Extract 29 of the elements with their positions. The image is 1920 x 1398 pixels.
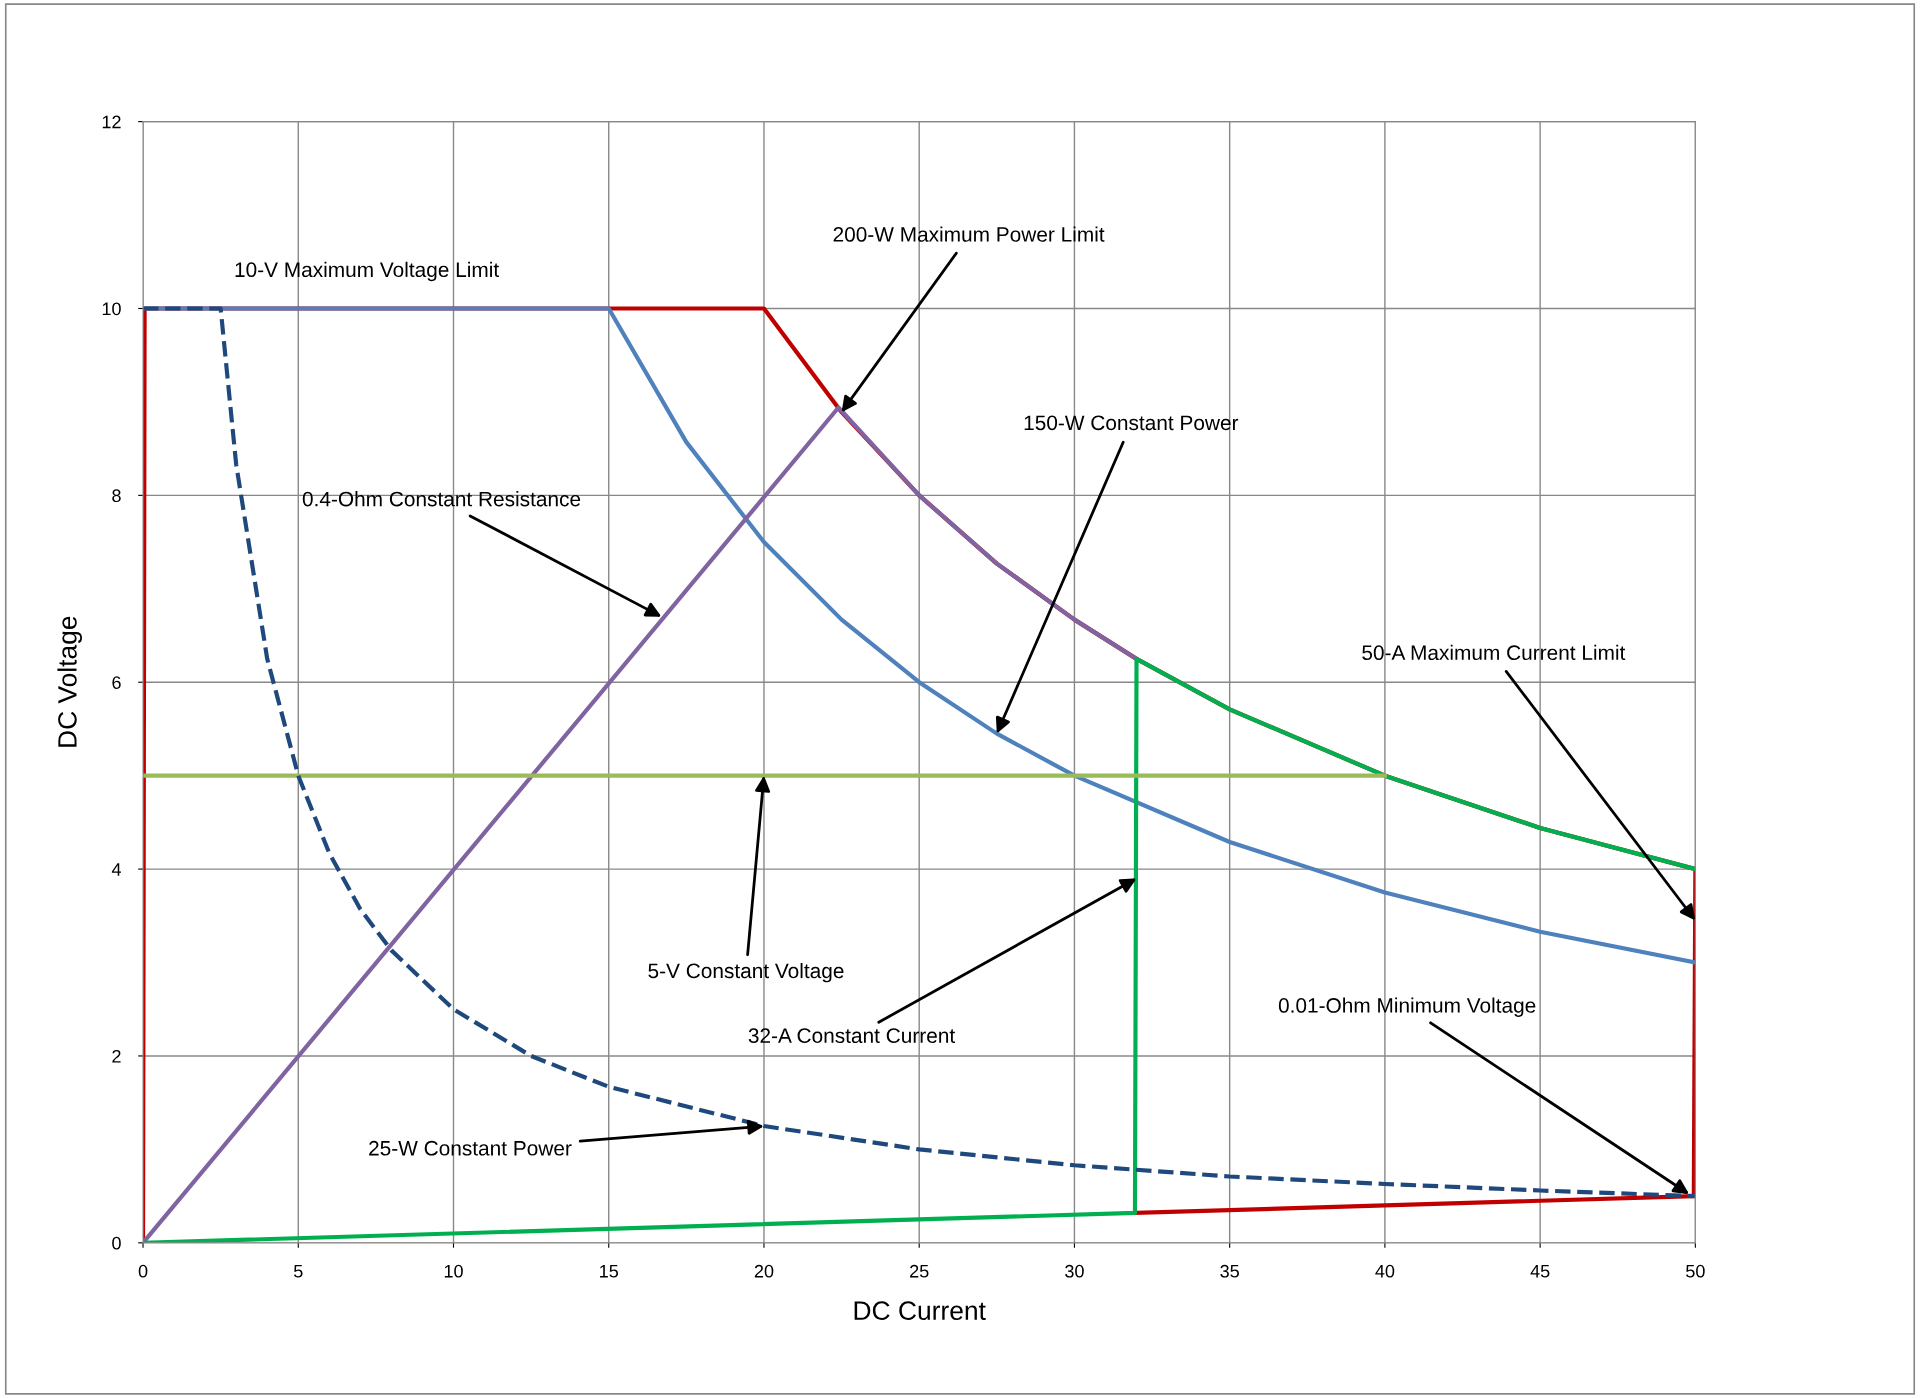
x-tick-label: 0 xyxy=(138,1264,148,1278)
x-tick-label: 25 xyxy=(910,1264,929,1278)
x-tick-label: 50 xyxy=(1686,1264,1705,1278)
y-tick-label: 12 xyxy=(102,115,121,129)
x-tick-label: 35 xyxy=(1220,1264,1239,1278)
y-tick-label: 10 xyxy=(102,302,121,316)
annotation: 25-W Constant Power xyxy=(369,1140,572,1156)
y-tick-label: 4 xyxy=(111,863,121,876)
annotation: 5-V Constant Voltage xyxy=(648,962,844,983)
annotation: 0.4-Ohm Constant Resistance xyxy=(302,491,581,507)
y-tick-label: 8 xyxy=(112,489,121,503)
annotation: 50-A Maximum Current Limit xyxy=(1362,644,1626,661)
x-tick-label: 15 xyxy=(600,1265,619,1278)
annotation: 0.01-Ohm Minimum Voltage xyxy=(1278,997,1536,1017)
x-tick-label: 5 xyxy=(293,1265,303,1278)
x-axis-title: DC Current xyxy=(854,1301,986,1321)
y-tick-label: 6 xyxy=(112,676,121,689)
x-tick-label: 40 xyxy=(1375,1264,1395,1278)
x-tick-label: 20 xyxy=(754,1264,774,1278)
annotation: 32-A Constant Current xyxy=(748,1028,956,1044)
annotation: 150-W Constant Power xyxy=(1024,415,1239,431)
y-axis-title: DC Voltage xyxy=(57,616,82,747)
annotation: 200-W Maximum Power Limit xyxy=(833,226,1105,242)
annotation: 10-V Maximum Voltage Limit xyxy=(235,261,499,282)
x-tick-label: 30 xyxy=(1065,1264,1084,1278)
x-tick-label: 45 xyxy=(1530,1265,1550,1278)
y-tick-label: 0 xyxy=(112,1236,121,1250)
y-tick-label: 2 xyxy=(112,1049,121,1063)
x-tick-label: 10 xyxy=(444,1264,463,1278)
